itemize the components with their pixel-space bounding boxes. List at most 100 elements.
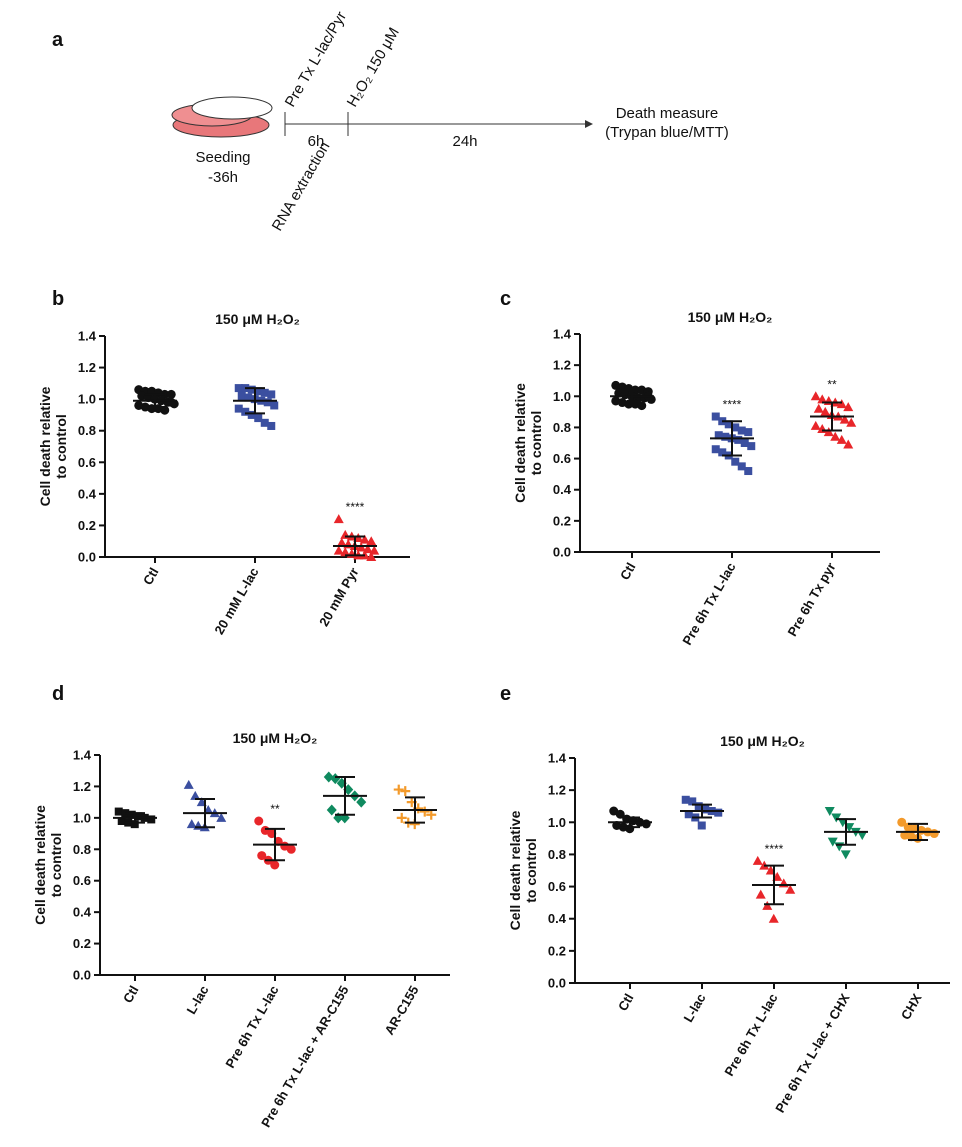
error-bar bbox=[265, 827, 285, 862]
data-point bbox=[688, 797, 697, 806]
data-point bbox=[840, 850, 851, 860]
y-axis-label: Cell death relative bbox=[32, 805, 48, 925]
data-point bbox=[810, 420, 821, 430]
y-tick-label: 0.4 bbox=[73, 905, 92, 920]
data-point bbox=[820, 406, 831, 416]
data-point bbox=[810, 391, 821, 401]
data-point bbox=[755, 889, 766, 899]
error-bar bbox=[145, 393, 165, 409]
data-point bbox=[216, 812, 227, 822]
data-point bbox=[762, 900, 773, 910]
chart-panel: c 150 μM H₂O₂ Cell death relative to contro… bbox=[500, 288, 880, 648]
data-point bbox=[846, 417, 857, 427]
y-tick-label: 0.8 bbox=[548, 847, 566, 862]
data-point bbox=[823, 427, 834, 437]
data-point bbox=[247, 385, 256, 394]
data-point bbox=[813, 403, 824, 413]
y-tick-label: 0.4 bbox=[78, 486, 97, 501]
data-point bbox=[326, 804, 337, 816]
data-point bbox=[744, 428, 753, 437]
y-tick-label: 0.0 bbox=[548, 976, 566, 991]
x-tick-label: Ctl bbox=[140, 565, 162, 588]
data-point bbox=[843, 439, 854, 449]
x-tick-label: L-lac bbox=[680, 991, 708, 1025]
x-tick-label: Ctl bbox=[615, 991, 637, 1014]
y-tick-label: 1.2 bbox=[548, 783, 566, 798]
data-point bbox=[134, 812, 143, 821]
data-point bbox=[234, 404, 243, 413]
data-point bbox=[734, 435, 743, 444]
data-point bbox=[114, 807, 123, 816]
x-tick-label: Pre 6h Tx L-lac bbox=[222, 983, 281, 1071]
data-point bbox=[857, 831, 868, 841]
data-point bbox=[830, 431, 841, 441]
significance: **** bbox=[723, 398, 742, 412]
data-point bbox=[839, 414, 850, 424]
y-tick-label: 0.0 bbox=[553, 545, 571, 560]
data-point bbox=[366, 552, 377, 561]
y-axis-label: to control bbox=[48, 833, 64, 898]
data-point bbox=[817, 394, 828, 404]
label: H₂O₂ 150 μM bbox=[344, 25, 403, 110]
data-point bbox=[684, 810, 693, 819]
y-tick-label: 0.8 bbox=[553, 420, 571, 435]
data-point bbox=[711, 445, 720, 454]
data-point bbox=[724, 420, 733, 429]
x-tick-label: Pre 6h Tx pyr bbox=[784, 560, 838, 639]
data-point bbox=[701, 805, 710, 814]
error-bar bbox=[822, 401, 842, 432]
data-point bbox=[694, 802, 703, 811]
x-tick-label: Pre 6h Tx L-lac + CHX bbox=[772, 991, 853, 1115]
error-bar bbox=[722, 420, 742, 457]
data-point bbox=[333, 545, 344, 555]
error-bar bbox=[836, 818, 856, 846]
data-point bbox=[130, 820, 139, 829]
data-point bbox=[711, 412, 720, 421]
chart-title: 150 μM H₂O₂ bbox=[688, 309, 773, 325]
y-axis-label: Cell death relative bbox=[507, 810, 523, 930]
data-point bbox=[237, 391, 246, 400]
data-point bbox=[929, 829, 939, 839]
data-point bbox=[768, 913, 779, 923]
data-point bbox=[737, 426, 746, 435]
error-bar bbox=[692, 803, 712, 819]
y-axis-label: to control bbox=[528, 411, 544, 476]
y-tick-label: 1.4 bbox=[548, 751, 567, 766]
significance: **** bbox=[765, 842, 784, 856]
data-point bbox=[843, 402, 854, 412]
data-point bbox=[286, 844, 296, 854]
data-point bbox=[747, 442, 756, 451]
label: Pre Tx L-lac/Pyr bbox=[282, 9, 350, 110]
data-point bbox=[740, 439, 749, 447]
y-tick-label: 0.2 bbox=[73, 936, 91, 951]
y-tick-label: 0.6 bbox=[553, 451, 571, 466]
data-point bbox=[267, 421, 276, 430]
data-point bbox=[260, 418, 269, 427]
y-axis-label: Cell death relative bbox=[512, 383, 528, 503]
panel-a: a Seeding -36h Pre Tx L-lac/Pyr H₂O₂ 150… bbox=[52, 9, 729, 234]
data-point bbox=[785, 884, 796, 894]
data-point bbox=[827, 837, 838, 847]
data-point bbox=[260, 388, 269, 397]
error-bar bbox=[908, 822, 928, 841]
x-tick-label: CHX bbox=[898, 991, 925, 1023]
data-point bbox=[241, 407, 250, 416]
label: Seeding bbox=[195, 149, 250, 166]
y-tick-label: 1.2 bbox=[78, 360, 96, 375]
data-point bbox=[234, 384, 243, 393]
data-point bbox=[254, 414, 263, 423]
dish bbox=[191, 96, 273, 120]
data-point bbox=[359, 534, 370, 544]
y-tick-label: 1.0 bbox=[553, 389, 571, 404]
label: -36h bbox=[208, 169, 238, 186]
y-tick-label: 1.4 bbox=[73, 748, 92, 763]
data-point bbox=[267, 390, 276, 399]
data-point bbox=[836, 399, 847, 409]
panel-letter: e bbox=[500, 683, 511, 705]
chart-panel: b 150 μM H₂O₂ Cell death relative to contro… bbox=[37, 288, 410, 637]
data-point bbox=[697, 821, 706, 830]
x-tick-label: L-lac bbox=[183, 983, 211, 1017]
error-bar bbox=[764, 864, 784, 906]
data-point bbox=[419, 806, 430, 817]
significance: **** bbox=[346, 500, 365, 514]
